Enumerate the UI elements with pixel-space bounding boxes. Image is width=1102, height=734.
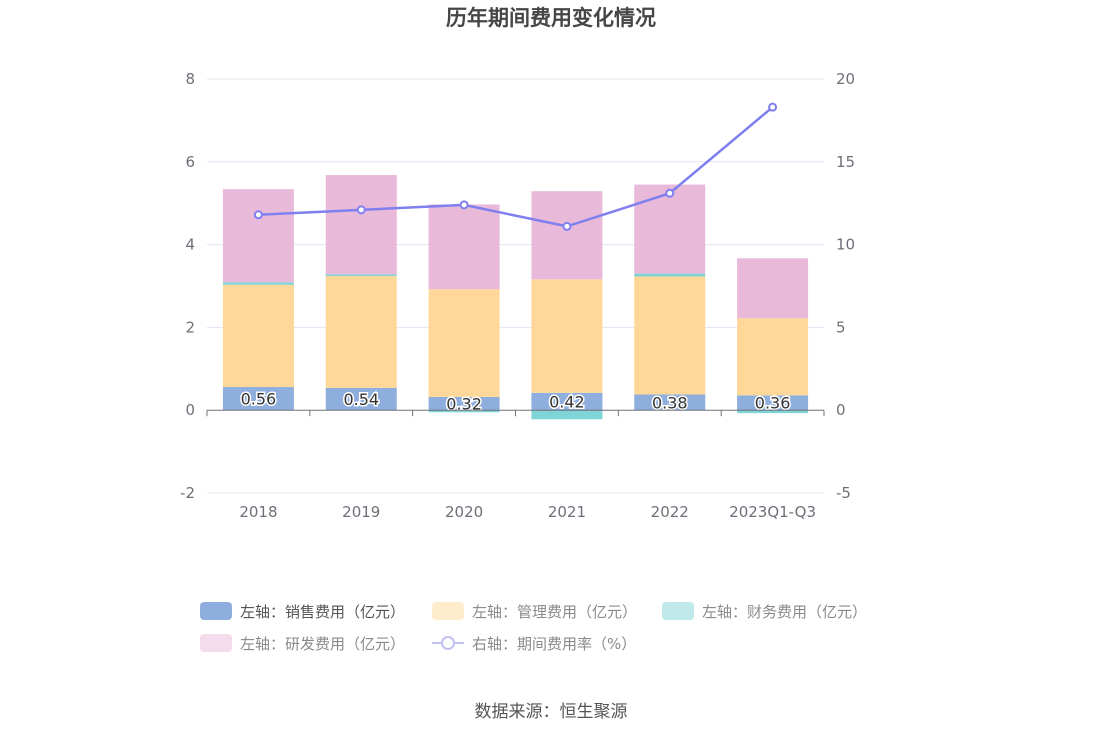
- right-tick-label: -5: [836, 484, 851, 502]
- grid-lines: [207, 78, 824, 494]
- bar-finance: [325, 274, 397, 277]
- legend-label-rate: 右轴：期间费用率（%）: [472, 634, 637, 653]
- bar-admin: [737, 318, 809, 396]
- left-tick-label: -2: [180, 484, 195, 502]
- bars: [222, 175, 809, 420]
- legend-item-finance[interactable]: 左轴：财务费用（亿元）: [662, 598, 867, 624]
- legend-item-admin[interactable]: 左轴：管理费用（亿元）: [432, 598, 637, 624]
- rate-point: [356, 205, 366, 215]
- legend-label-finance: 左轴：财务费用（亿元）: [702, 602, 868, 621]
- left-axis-ticks: -2 0 2 4 6 8: [180, 70, 195, 502]
- bar-finance: [531, 410, 603, 420]
- rate-point: [459, 200, 469, 210]
- legend-label-rd: 左轴：研发费用（亿元）: [240, 634, 406, 653]
- rate-line: [253, 102, 778, 231]
- bar-rd: [325, 175, 397, 275]
- bar-finance: [222, 282, 294, 285]
- legend-swatch-admin: [432, 602, 464, 620]
- left-tick-label: 6: [185, 153, 195, 171]
- right-axis-ticks: -5 0 5 10 15 20: [836, 70, 855, 502]
- right-tick-label: 0: [836, 401, 846, 419]
- left-tick-label: 8: [185, 70, 195, 88]
- bar-sales: [634, 394, 706, 411]
- bar-admin: [634, 276, 706, 395]
- bar-sales: [325, 387, 397, 411]
- right-tick-label: 5: [836, 318, 846, 336]
- legend-item-rd[interactable]: 左轴：研发费用（亿元）: [200, 630, 405, 656]
- x-tick-label: 2020: [445, 503, 483, 521]
- left-tick-label: 0: [185, 401, 195, 419]
- data-label: 0.42: [549, 393, 585, 412]
- x-tick-label: 2018: [239, 503, 277, 521]
- legend-swatch-finance: [662, 602, 694, 620]
- x-tick-label: 2019: [342, 503, 380, 521]
- bar-sales: [531, 392, 603, 411]
- legend-item-sales[interactable]: 左轴：销售费用（亿元）: [200, 598, 405, 624]
- rate-point: [768, 102, 778, 112]
- bar-rd: [222, 189, 294, 283]
- source-note: 数据来源：恒生聚源: [474, 702, 628, 722]
- legend-swatch-rd: [200, 634, 232, 652]
- right-tick-label: 15: [836, 153, 855, 171]
- left-tick-label: 4: [185, 236, 195, 254]
- bar-rd: [531, 191, 603, 280]
- chart-title: 历年期间费用变化情况: [446, 6, 656, 30]
- bar-sales: [737, 395, 809, 411]
- bar-rd: [634, 184, 706, 274]
- bar-finance: [428, 410, 500, 413]
- right-tick-label: 20: [836, 70, 855, 88]
- data-label: 0.36: [755, 394, 791, 413]
- data-labels: 0.56 0.54 0.32 0.42 0.38 0.36: [239, 388, 792, 415]
- left-tick-label: 2: [185, 318, 195, 336]
- bar-rd: [428, 204, 500, 290]
- right-tick-label: 10: [836, 236, 855, 254]
- bar-sales: [428, 396, 500, 411]
- bar-finance: [634, 273, 706, 277]
- data-label: 0.54: [343, 390, 379, 409]
- bar-rd: [737, 258, 809, 319]
- bar-admin: [325, 276, 397, 388]
- data-label: 0.38: [652, 393, 688, 412]
- legend-label-sales: 左轴：销售费用（亿元）: [240, 602, 406, 621]
- legend-line-icon: [432, 634, 464, 652]
- rate-line-path: [258, 106, 774, 228]
- bar-sales: [222, 387, 294, 411]
- legend-label-admin: 左轴：管理费用（亿元）: [472, 602, 638, 621]
- data-label: 0.56: [241, 390, 277, 409]
- data-label: 0.32: [446, 395, 482, 414]
- x-axis: 2018 2019 2020 2021 2022 2023Q1-Q3: [206, 409, 825, 521]
- bar-admin: [531, 279, 603, 393]
- legend-item-rate[interactable]: 右轴：期间费用率（%）: [432, 630, 636, 656]
- legend-swatch-sales: [200, 602, 232, 620]
- rate-point: [562, 221, 572, 231]
- rate-point: [253, 210, 263, 220]
- rate-point: [665, 188, 675, 198]
- bar-finance: [737, 410, 809, 414]
- bar-admin: [222, 284, 294, 388]
- x-tick-label: 2022: [651, 503, 689, 521]
- x-tick-label: 2021: [548, 503, 586, 521]
- x-tick-label: 2023Q1-Q3: [729, 503, 816, 521]
- bar-admin: [428, 289, 500, 397]
